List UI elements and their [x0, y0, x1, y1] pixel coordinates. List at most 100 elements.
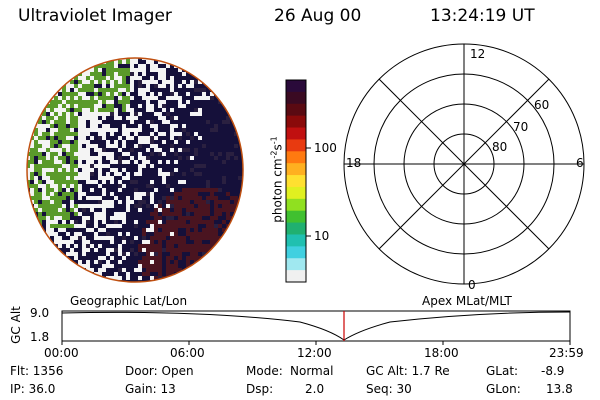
image-pixel: [134, 104, 138, 108]
image-pixel: [62, 160, 66, 164]
image-pixel: [130, 164, 134, 168]
image-pixel: [170, 64, 174, 68]
image-pixel: [130, 280, 134, 282]
image-pixel: [94, 72, 98, 76]
image-pixel: [150, 220, 154, 224]
image-pixel: [230, 188, 234, 192]
image-pixel: [198, 192, 202, 196]
image-pixel: [222, 200, 226, 204]
image-pixel: [214, 108, 218, 112]
image-pixel: [174, 100, 178, 104]
image-pixel: [142, 196, 146, 200]
image-pixel: [154, 264, 158, 268]
image-pixel: [126, 164, 130, 168]
image-pixel: [70, 148, 74, 152]
image-pixel: [54, 204, 58, 208]
image-pixel: [38, 144, 42, 148]
image-pixel: [190, 180, 194, 184]
image-pixel: [214, 140, 218, 144]
time-label: 13:24:19 UT: [430, 6, 535, 26]
image-pixel: [150, 84, 154, 88]
image-pixel: [174, 76, 178, 80]
image-pixel: [238, 152, 242, 156]
image-pixel: [162, 228, 166, 232]
image-pixel: [126, 144, 130, 148]
image-pixel: [62, 248, 66, 252]
image-pixel: [90, 132, 94, 136]
image-pixel: [114, 96, 118, 100]
image-pixel: [54, 196, 58, 200]
image-pixel: [210, 252, 214, 256]
image-pixel: [146, 168, 150, 172]
image-pixel: [70, 88, 74, 92]
image-pixel: [170, 196, 174, 200]
image-pixel: [182, 136, 186, 140]
image-pixel: [134, 124, 138, 128]
image-pixel: [110, 164, 114, 168]
image-pixel: [138, 144, 142, 148]
image-pixel: [190, 216, 194, 220]
image-pixel: [150, 212, 154, 216]
image-pixel: [70, 132, 74, 136]
image-pixel: [150, 184, 154, 188]
image-pixel: [54, 100, 58, 104]
image-pixel: [174, 212, 178, 216]
image-pixel: [186, 128, 190, 132]
image-pixel: [238, 208, 242, 212]
image-pixel: [178, 120, 182, 124]
image-pixel: [178, 144, 182, 148]
image-pixel: [194, 124, 198, 128]
image-pixel: [58, 120, 62, 124]
image-pixel: [166, 112, 170, 116]
image-pixel: [174, 208, 178, 212]
image-pixel: [174, 148, 178, 152]
image-pixel: [106, 228, 110, 232]
image-pixel: [34, 188, 38, 192]
image-pixel: [98, 248, 102, 252]
image-pixel: [122, 100, 126, 104]
image-pixel: [42, 212, 46, 216]
image-pixel: [122, 236, 126, 240]
glat-value: -8.9: [541, 364, 565, 378]
image-pixel: [74, 108, 78, 112]
image-pixel: [86, 236, 90, 240]
image-pixel: [138, 100, 142, 104]
image-pixel: [198, 140, 202, 144]
image-pixel: [158, 124, 162, 128]
image-pixel: [62, 88, 66, 92]
image-pixel: [178, 212, 182, 216]
image-pixel: [90, 184, 94, 188]
image-pixel: [154, 276, 158, 280]
image-pixel: [114, 100, 118, 104]
image-pixel: [102, 140, 106, 144]
image-pixel: [126, 180, 130, 184]
image-pixel: [74, 248, 78, 252]
image-pixel: [106, 68, 110, 72]
image-pixel: [218, 196, 222, 200]
image-pixel: [126, 184, 130, 188]
image-pixel: [218, 180, 222, 184]
image-pixel: [114, 148, 118, 152]
image-pixel: [178, 76, 182, 80]
image-pixel: [86, 244, 90, 248]
image-pixel: [198, 168, 202, 172]
image-pixel: [190, 208, 194, 212]
image-pixel: [118, 164, 122, 168]
image-pixel: [158, 156, 162, 160]
image-pixel: [130, 152, 134, 156]
image-pixel: [186, 124, 190, 128]
image-pixel: [210, 228, 214, 232]
image-pixel: [114, 204, 118, 208]
image-pixel: [210, 172, 214, 176]
image-pixel: [138, 260, 142, 264]
image-pixel: [142, 168, 146, 172]
image-pixel: [126, 212, 130, 216]
image-pixel: [210, 196, 214, 200]
image-pixel: [86, 136, 90, 140]
image-pixel: [146, 172, 150, 176]
image-pixel: [62, 196, 66, 200]
image-pixel: [142, 184, 146, 188]
color-bar-segment: [286, 210, 306, 224]
image-pixel: [230, 136, 234, 140]
image-pixel: [146, 196, 150, 200]
